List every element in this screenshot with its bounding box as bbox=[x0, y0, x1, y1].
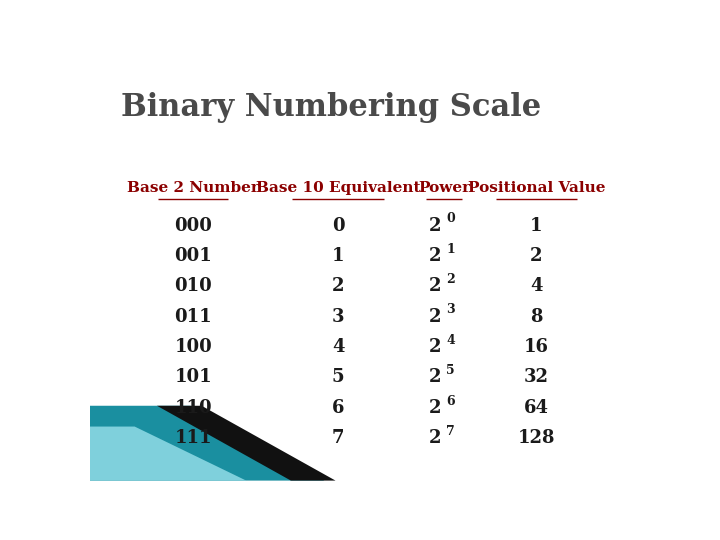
Text: 1: 1 bbox=[530, 217, 543, 234]
Text: 2: 2 bbox=[530, 247, 543, 265]
Text: 5: 5 bbox=[446, 364, 454, 377]
Text: 2: 2 bbox=[429, 338, 441, 356]
Text: 128: 128 bbox=[518, 429, 555, 447]
Text: 6: 6 bbox=[332, 399, 345, 417]
Text: 2: 2 bbox=[332, 277, 345, 295]
Text: 3: 3 bbox=[332, 308, 345, 326]
Polygon shape bbox=[90, 406, 324, 481]
Text: 3: 3 bbox=[446, 303, 454, 316]
Text: 4: 4 bbox=[530, 277, 543, 295]
Text: 110: 110 bbox=[174, 399, 212, 417]
Text: Base 2 Number: Base 2 Number bbox=[127, 181, 259, 195]
Text: 4: 4 bbox=[332, 338, 345, 356]
Text: 6: 6 bbox=[446, 395, 454, 408]
Text: 011: 011 bbox=[174, 308, 212, 326]
Text: 1: 1 bbox=[446, 243, 455, 256]
Text: 2: 2 bbox=[429, 429, 441, 447]
Text: 16: 16 bbox=[524, 338, 549, 356]
Text: 8: 8 bbox=[530, 308, 543, 326]
Text: 111: 111 bbox=[174, 429, 212, 447]
Text: 5: 5 bbox=[332, 368, 345, 386]
Text: 2: 2 bbox=[429, 399, 441, 417]
Text: Binary Numbering Scale: Binary Numbering Scale bbox=[121, 92, 541, 123]
Text: 1: 1 bbox=[332, 247, 345, 265]
Text: 100: 100 bbox=[174, 338, 212, 356]
Text: 2: 2 bbox=[429, 247, 441, 265]
Text: 0: 0 bbox=[332, 217, 345, 234]
Text: 2: 2 bbox=[446, 273, 455, 286]
Text: Power: Power bbox=[418, 181, 470, 195]
Text: 2: 2 bbox=[429, 308, 441, 326]
Text: 000: 000 bbox=[174, 217, 212, 234]
Text: 2: 2 bbox=[429, 217, 441, 234]
Text: 010: 010 bbox=[174, 277, 212, 295]
Text: 32: 32 bbox=[524, 368, 549, 386]
Text: 0: 0 bbox=[446, 212, 455, 225]
Text: 7: 7 bbox=[446, 425, 455, 438]
Polygon shape bbox=[90, 427, 246, 481]
Text: 101: 101 bbox=[174, 368, 212, 386]
Text: 7: 7 bbox=[332, 429, 345, 447]
Polygon shape bbox=[157, 406, 336, 481]
Text: 2: 2 bbox=[429, 368, 441, 386]
Text: 4: 4 bbox=[446, 334, 455, 347]
Text: 2: 2 bbox=[429, 277, 441, 295]
Text: 001: 001 bbox=[174, 247, 212, 265]
Text: Base 10 Equivalent: Base 10 Equivalent bbox=[256, 181, 420, 195]
Text: Positional Value: Positional Value bbox=[468, 181, 605, 195]
Text: 64: 64 bbox=[524, 399, 549, 417]
